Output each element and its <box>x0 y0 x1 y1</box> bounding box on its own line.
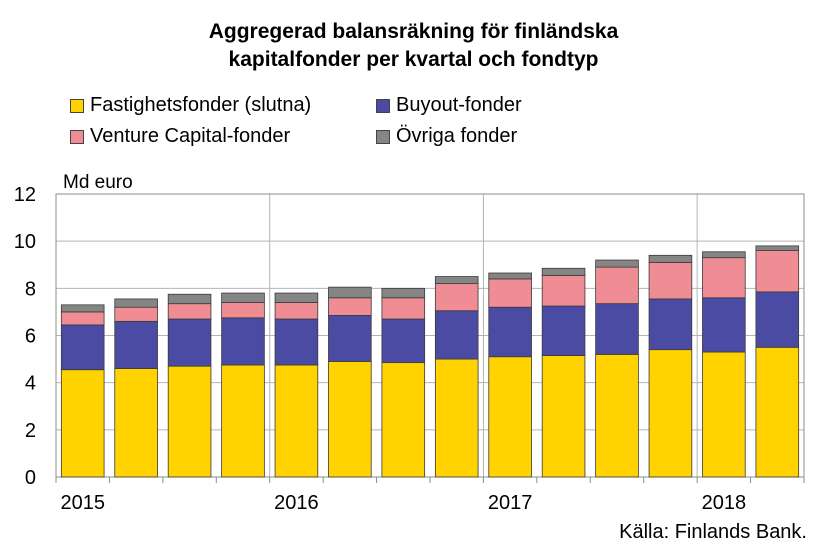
bar-segment-2016Q3-series-3 <box>381 287 426 299</box>
legend-item-venture-capital: Venture Capital-fonder <box>70 125 290 148</box>
bar-segment-2016Q4-series-0 <box>434 358 479 478</box>
bar-segment-2017Q2-series-3 <box>541 267 586 276</box>
y-tick-label-6: 6 <box>25 326 36 348</box>
bar-segment-2015Q1-series-3 <box>60 304 105 313</box>
bar-segment-2015Q2-series-0 <box>114 368 158 478</box>
bar-segment-2016Q4-series-3 <box>434 276 479 285</box>
bar-segment-2017Q3-series-1 <box>595 303 639 355</box>
bar-segment-2015Q3-series-3 <box>167 293 212 305</box>
bar-segment-2015Q4-series-3 <box>221 292 265 303</box>
bar-segment-2017Q3-series-0 <box>595 353 639 478</box>
legend-item-buyout: Buyout-fonder <box>376 94 522 117</box>
bar-segment-2017Q2-series-1 <box>541 305 586 356</box>
bar-segment-2016Q1-series-2 <box>274 302 319 320</box>
bar-segment-2015Q3-series-1 <box>167 318 212 367</box>
bar-segment-2015Q1-series-1 <box>60 324 105 371</box>
bar-segment-2015Q2-series-1 <box>114 320 158 369</box>
bar-segment-2015Q4-series-1 <box>221 317 265 366</box>
legend-swatch-buyout <box>376 98 390 113</box>
x-year-label-2015: 2015 <box>60 492 105 514</box>
source-note: Källa: Finlands Bank. <box>619 521 807 543</box>
legend-item-ovriga: Övriga fonder <box>376 125 517 148</box>
legend-swatch-ovriga <box>376 129 390 144</box>
y-tick-label-2: 2 <box>25 420 36 442</box>
bar-segment-2016Q3-series-1 <box>381 318 426 364</box>
bar-segment-2017Q4-series-2 <box>648 261 693 300</box>
bar-segment-2018Q2-series-0 <box>755 346 800 478</box>
chart-title: Aggregerad balansräkning för finländska … <box>0 18 827 74</box>
x-year-label-2017: 2017 <box>488 492 533 514</box>
bar-segment-2015Q2-series-3 <box>114 298 158 308</box>
y-tick-label-8: 8 <box>25 278 36 300</box>
bars-layer <box>60 245 800 478</box>
y-axis-unit-label: Md euro <box>63 172 133 193</box>
bar-segment-2016Q4-series-1 <box>434 310 479 360</box>
bar-segment-2016Q1-series-0 <box>274 364 319 478</box>
chart-title-line-2: kapitalfonder per kvartal och fondtyp <box>228 48 599 71</box>
bar-segment-2018Q1-series-0 <box>702 351 746 478</box>
bar-segment-2018Q2-series-1 <box>755 291 800 348</box>
bar-segment-2017Q2-series-2 <box>541 274 586 307</box>
bar-segment-2017Q1-series-1 <box>488 306 532 358</box>
legend-item-fastighetsfonder: Fastighetsfonder (slutna) <box>70 94 311 117</box>
bar-segment-2017Q3-series-3 <box>595 259 639 268</box>
bar-segment-2015Q4-series-0 <box>221 364 265 478</box>
bar-segment-2015Q4-series-2 <box>221 302 265 319</box>
legend-label-ovriga: Övriga fonder <box>396 125 518 147</box>
y-tick-label-12: 12 <box>14 184 36 206</box>
bar-segment-2015Q3-series-0 <box>167 365 212 478</box>
legend-label-buyout: Buyout-fonder <box>396 94 522 116</box>
bar-segment-2016Q2-series-0 <box>328 361 372 478</box>
legend-label-fastighetsfonder: Fastighetsfonder (slutna) <box>90 94 312 116</box>
bar-segment-2018Q1-series-2 <box>702 257 746 299</box>
bar-segment-2017Q4-series-1 <box>648 298 693 351</box>
bar-segment-2018Q1-series-1 <box>702 297 746 353</box>
bar-segment-2016Q1-series-1 <box>274 318 319 366</box>
y-tick-label-10: 10 <box>14 231 36 253</box>
bar-segment-2016Q4-series-2 <box>434 283 479 312</box>
y-tick-label-4: 4 <box>25 373 36 395</box>
legend-label-venture-capital: Venture Capital-fonder <box>90 125 291 147</box>
bar-segment-2017Q4-series-0 <box>648 349 693 478</box>
axis-layer: 0 2 4 6 8 10 12 2015 2016 2017 2018 <box>14 184 805 514</box>
bar-segment-2016Q1-series-3 <box>274 292 319 303</box>
x-year-label-2016: 2016 <box>274 492 319 514</box>
bar-segment-2018Q2-series-2 <box>755 250 800 293</box>
bar-segment-2015Q1-series-2 <box>60 311 105 326</box>
chart-title-line-1: Aggregerad balansräkning för finländska <box>208 20 619 43</box>
bar-segment-2017Q1-series-0 <box>488 356 532 478</box>
bar-segment-2015Q3-series-2 <box>167 303 212 320</box>
y-tick-label-0: 0 <box>25 467 36 489</box>
legend-swatch-fastighetsfonder <box>70 98 84 113</box>
bar-segment-2017Q1-series-2 <box>488 278 532 308</box>
bar-segment-2015Q2-series-2 <box>114 306 158 322</box>
bar-segment-2015Q1-series-0 <box>60 369 105 478</box>
bar-segment-2018Q1-series-3 <box>702 251 746 259</box>
bar-segment-2017Q1-series-3 <box>488 272 532 280</box>
legend-swatch-venture-capital <box>70 129 84 144</box>
bar-segment-2016Q3-series-0 <box>381 362 426 478</box>
bar-segment-2016Q2-series-3 <box>328 286 372 299</box>
bar-segment-2016Q2-series-1 <box>328 315 372 362</box>
bar-segment-2017Q4-series-3 <box>648 254 693 263</box>
x-year-label-2018: 2018 <box>702 492 747 514</box>
bar-segment-2017Q2-series-0 <box>541 355 586 478</box>
bar-segment-2017Q3-series-2 <box>595 266 639 305</box>
bar-segment-2016Q3-series-2 <box>381 297 426 320</box>
bar-segment-2016Q2-series-2 <box>328 297 372 316</box>
bar-segment-2018Q2-series-3 <box>755 245 800 251</box>
